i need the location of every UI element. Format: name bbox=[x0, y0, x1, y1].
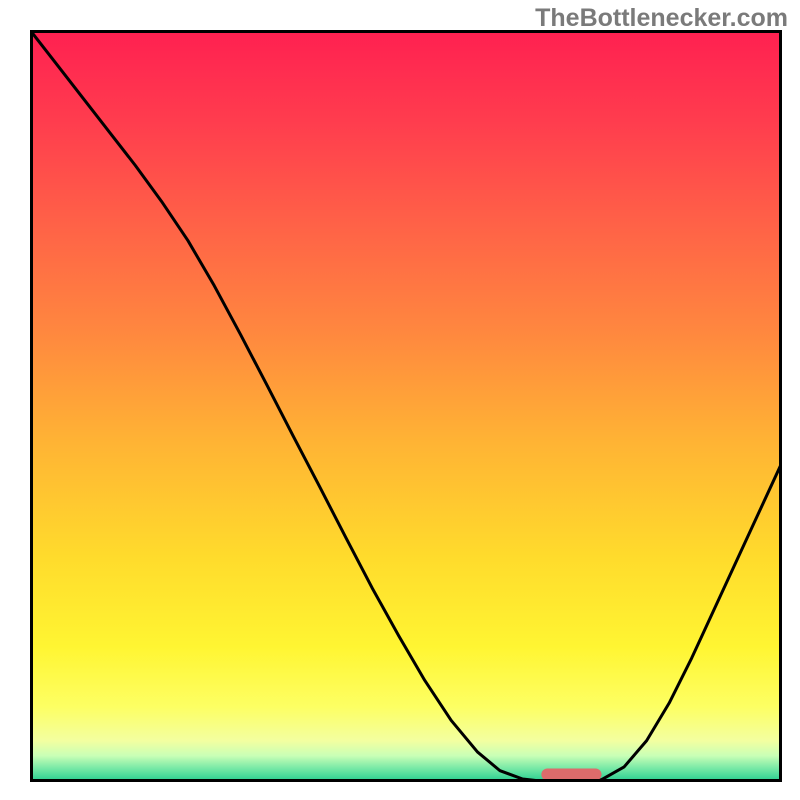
watermark-text: TheBottlenecker.com bbox=[535, 4, 788, 33]
plot-frame bbox=[30, 30, 782, 782]
chart-container: TheBottlenecker.com bbox=[0, 0, 800, 800]
plot-area bbox=[30, 30, 782, 782]
